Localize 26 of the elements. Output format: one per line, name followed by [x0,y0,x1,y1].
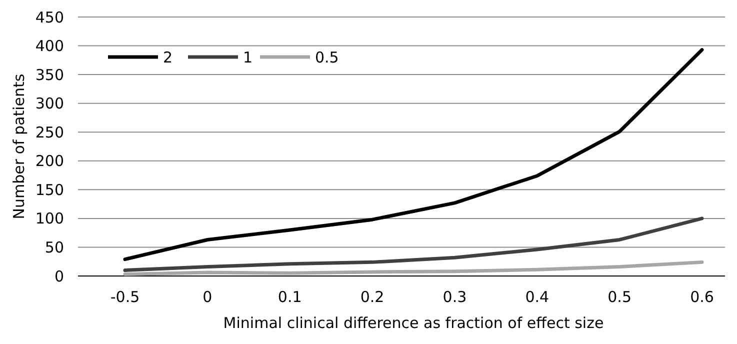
x-tick-label: 0.5 [608,288,632,306]
y-tick-label: 200 [35,152,64,170]
y-tick-label: 400 [35,37,64,56]
legend-label: 2 [163,48,173,66]
y-tick-label: 100 [35,210,64,228]
y-tick-label: 350 [35,66,64,84]
line-series [123,48,704,262]
y-axis-title: Number of patients [10,74,28,220]
x-tick-label: -0.5 [110,288,140,306]
y-tick-label: 150 [35,180,64,199]
line-series [123,216,704,272]
legend-label: 0.5 [315,48,339,66]
x-tick-label: 0 [202,288,212,306]
legend-label: 1 [243,48,253,66]
x-tick-label: 0.4 [525,288,550,306]
x-tick-label: 0.6 [690,288,714,306]
x-axis-title: Minimal clinical difference as fraction of effect size [223,314,604,332]
x-tick-label: 0.1 [278,288,302,306]
y-tick-label: 250 [35,123,64,142]
x-tick-label: 0.3 [442,288,467,306]
y-tick-label: 50 [44,238,64,256]
y-tick-label: 300 [35,94,64,113]
y-tick-label: 450 [35,8,64,26]
line-series [123,260,704,276]
x-tick-label: 0.2 [360,288,384,306]
y-tick-label: 0 [54,267,64,286]
